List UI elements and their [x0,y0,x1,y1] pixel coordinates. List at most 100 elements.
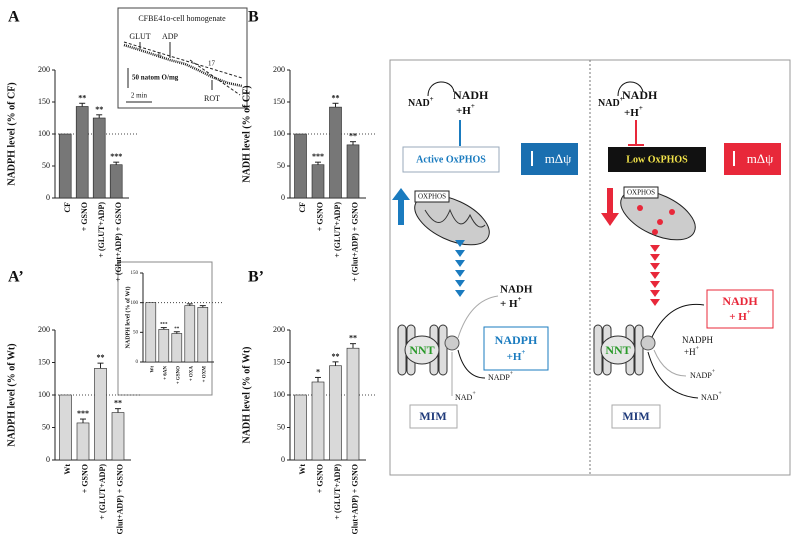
bar [197,307,209,363]
box [608,147,706,172]
arrow [653,349,687,377]
bar [311,381,325,461]
label: ROT [204,94,220,103]
x-tick-label: CF [63,202,72,213]
bar [294,394,307,461]
trace-fit [123,41,243,79]
y-tick-label: 200 [38,65,50,74]
x-tick-label: + 6AN [164,366,169,380]
y-tick-label: 100 [131,301,139,306]
y-tick-label: 0 [46,455,50,464]
label: +H+ [507,348,526,363]
x-tick-label: + GSNO [80,202,89,231]
significance: ** [332,93,340,102]
bar [329,365,342,461]
x-tick-label: Wt [63,464,72,475]
panel-label: A’ [8,269,24,286]
inset-title: CFBE41o-cell homogenate [138,14,226,23]
x-tick-label: Wt [151,366,156,373]
label: NADH [622,88,658,102]
box [623,186,659,199]
label: NNT [605,343,630,357]
label: 50 natom O/mg [132,74,179,82]
label: NADH [500,284,533,296]
x-tick-label: + GSNO [316,202,325,231]
arrow [601,188,619,226]
label: +H+ [456,102,475,117]
significance: ** [349,132,357,141]
label: NAD+ [598,95,624,110]
y-axis-label: NADPH level (% of Wt) [124,287,131,349]
y-tick-label: 0 [136,360,139,365]
damage [637,205,675,235]
box [402,146,500,173]
label: MIM [622,409,649,423]
y-tick-label: 150 [38,97,50,106]
chevrons [650,245,660,306]
bar [75,106,89,199]
label: 6 [158,52,162,60]
arrow [427,81,455,97]
x-tick-label: + (GLUT+ADP) [333,464,342,520]
significance: * [316,367,320,376]
label: Active OxPHOS [416,154,486,165]
label: 2 min [131,92,148,100]
bar [158,329,170,363]
mitochondrion [414,194,490,246]
x-tick-label: + GSNO [81,464,90,493]
inset-box [117,7,248,109]
sphere [640,335,656,351]
label: MIM [419,409,446,423]
label: NADH [453,88,489,102]
y-tick-label: 0 [46,193,50,202]
bar [59,394,72,461]
arrow [392,188,410,225]
y-tick-label: 150 [38,357,50,366]
x-tick-label: + GSNO [316,464,325,493]
label: NADP+ [690,369,716,379]
y-tick-label: 200 [273,65,285,74]
label: OXPHOS [418,193,446,201]
y-tick-label: 200 [273,325,285,334]
label: NAD+ [455,391,476,401]
y-axis-label: NADPH level (% of Wt) [6,343,17,446]
label: NADH [722,294,758,308]
bar [311,164,325,199]
x-tick-label: + (Glut+ADP) + GSNO [116,464,125,534]
y-tick-label: 200 [38,325,50,334]
bar [111,412,125,461]
significance: ** [78,93,86,102]
bar [294,133,307,199]
bar [145,302,157,363]
y-tick-label: 0 [281,455,285,464]
significance: ** [114,399,122,408]
y-axis-label: NADH level (% of CF) [241,85,252,182]
y-axis-label: NADH level (% of Wt) [241,346,252,443]
y-tick-label: 50 [42,161,50,170]
x-tick-label: + OXM [203,366,208,383]
inset-trace: CFBE41o-cell homogenate GLUT ADP 6 17 RO… [117,7,248,109]
significance: *** [312,152,324,161]
label: Low OxPHOS [626,154,688,165]
trace-fit [189,59,241,96]
label: NADPH [495,333,538,347]
significance: ** [332,352,340,361]
label: OXPHOS [627,189,655,197]
box [409,404,458,429]
bar [171,333,183,363]
label: GLUT [129,32,150,41]
significance: ** [97,353,105,362]
bar [58,133,72,199]
y-tick-label: 100 [38,129,50,138]
trace [123,43,243,88]
x-tick-label: + (Glut+ADP) + GSNO [351,202,360,282]
y-tick-label: 150 [273,357,285,366]
y-tick-label: 100 [273,129,285,138]
significance: *** [160,323,168,328]
arrow [457,295,499,339]
nnt [404,335,440,365]
x-tick-label: + (GLUT+ADP) [98,464,107,520]
box [611,404,661,429]
bar [346,144,360,199]
bar [329,106,342,199]
